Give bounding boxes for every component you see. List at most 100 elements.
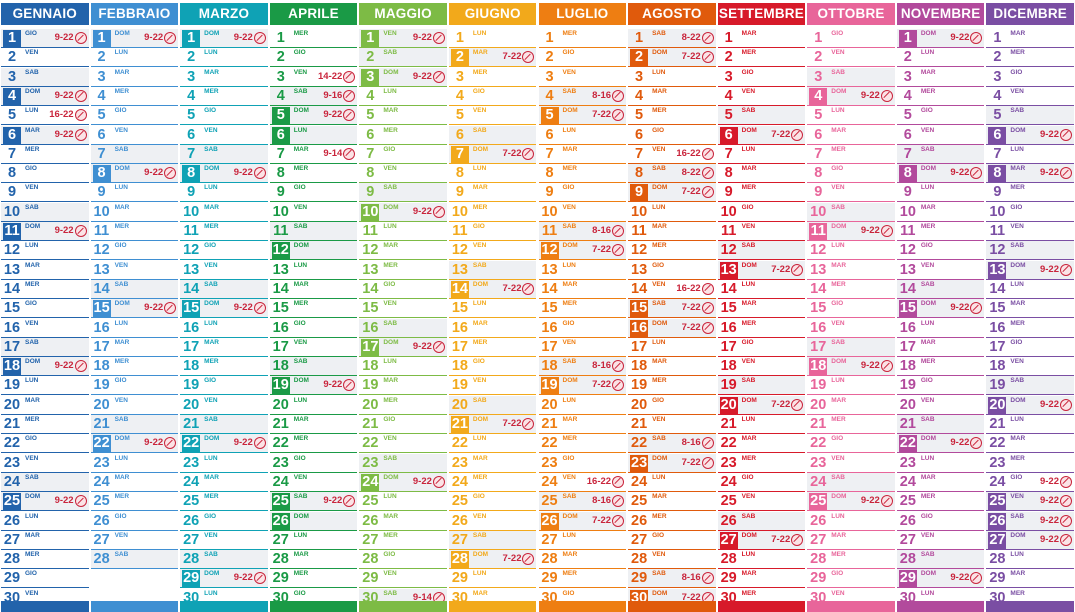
day-row: 24 LUN	[628, 473, 716, 492]
day-row: 12 DOM	[269, 241, 358, 261]
day-number: 3	[814, 68, 823, 85]
day-number: 18	[183, 358, 200, 375]
day-row: 10 VEN	[538, 203, 627, 222]
weekday-label: GIO	[383, 551, 396, 559]
month-footer-bar	[807, 601, 895, 612]
day-number: 21	[3, 416, 21, 432]
day-row: 22 DOM 9-22	[896, 434, 985, 454]
day-row: 7 DOM 7-22	[448, 144, 537, 164]
day-row: 24 VEN 16-22	[538, 473, 627, 492]
day-row: 9 MER	[986, 183, 1074, 203]
day-number: 15	[989, 300, 1006, 317]
day-number: 15	[272, 300, 289, 317]
day-number: 21	[93, 416, 110, 432]
day-row: 6 MER	[359, 126, 447, 145]
weekday-label: SAB	[1010, 242, 1025, 250]
day-number: 16	[362, 319, 379, 336]
day-row: 15 MER	[538, 299, 627, 319]
day-number: 24	[720, 473, 737, 490]
no-entry-icon	[612, 109, 625, 122]
weekday-label: MER	[204, 493, 219, 501]
day-number: 5	[814, 107, 823, 124]
weekday-label: MAR	[831, 531, 847, 539]
weekday-label: MER	[25, 416, 40, 423]
day-number: 25	[183, 493, 200, 510]
weekday-label: VEN	[831, 589, 845, 597]
opening-hours: 9-22	[233, 32, 253, 43]
day-row: 21 SAB	[180, 415, 268, 434]
day-row: 8 DOM 9-22	[180, 164, 268, 184]
weekday-label: GIO	[114, 107, 127, 115]
weekday-label: DOM	[562, 107, 578, 115]
day-row: 2 DOM 7-22	[628, 48, 716, 68]
day-number: 29	[451, 570, 468, 587]
day-number: 21	[899, 416, 916, 432]
day-row: 1 DOM 9-22	[180, 29, 268, 48]
weekday-label: DOM	[204, 30, 220, 37]
month-footer-bar	[90, 601, 179, 612]
weekday-label: DOM	[25, 87, 41, 95]
weekday-label: MAR	[652, 358, 667, 366]
weekday-label: DOM	[204, 570, 220, 578]
weekday-label: MAR	[741, 435, 757, 443]
day-row: 17 SAB	[1, 337, 89, 357]
weekday-label: DOM	[920, 165, 936, 173]
weekday-label: MAR	[831, 261, 847, 269]
weekday-label: VEN	[562, 338, 576, 346]
weekday-label: DOM	[831, 87, 847, 95]
day-row: 22 VEN	[359, 434, 447, 454]
month-title: AGOSTO	[628, 3, 716, 25]
day-row: 27 LUN	[269, 531, 358, 550]
day-row: 6 LUN	[269, 125, 358, 145]
weekday-label: LUN	[831, 377, 845, 385]
day-row: 20 LUN	[269, 396, 358, 415]
weekday-label: GIO	[204, 512, 217, 520]
day-number: 16	[451, 319, 468, 336]
weekday-label: MER	[204, 358, 219, 366]
day-number: 25	[93, 493, 110, 510]
no-entry-icon	[1059, 514, 1072, 527]
month-luglio: LUGLIO 1 MER 2 GIO 3 VEN 4 SAB 8-16 5 DOM 7-22 6 LUN 7 M…	[538, 0, 628, 612]
day-number: 23	[3, 454, 21, 471]
day-row: 13 MAR	[807, 261, 895, 280]
day-row: 21 SAB	[896, 415, 985, 434]
day-row: 1 GIO	[807, 29, 895, 48]
day-number: 5	[455, 107, 464, 124]
day-row: 13 DOM 7-22	[717, 260, 806, 280]
day-number: 11	[631, 223, 647, 239]
day-row: 12 GIO	[90, 241, 179, 261]
weekday-label: VEN	[472, 377, 487, 385]
weekday-label: MER	[652, 242, 667, 250]
day-number: 24	[451, 473, 468, 490]
day-row: 15 SAB 7-22	[628, 299, 716, 319]
weekday-label: MER	[383, 126, 398, 134]
day-number: 27	[899, 531, 916, 548]
opening-hours: 7-22	[502, 418, 522, 429]
no-entry-icon	[701, 147, 714, 160]
day-number: 20	[719, 396, 738, 414]
weekday-label: LUN	[472, 30, 487, 37]
day-row: 27 VEN	[896, 531, 985, 550]
weekday-label: LUN	[920, 454, 935, 462]
day-number: 7	[545, 145, 554, 162]
day-number: 7	[187, 145, 196, 162]
weekday-label: MER	[741, 184, 757, 192]
weekday-label: GIO	[204, 377, 217, 385]
opening-hours: 9-22	[144, 32, 164, 43]
weekday-label: LUN	[920, 319, 935, 327]
weekday-label: GIO	[114, 377, 127, 385]
weekday-label: VEN	[472, 107, 487, 115]
no-entry-icon	[612, 495, 625, 508]
day-number: 22	[720, 435, 737, 452]
day-number: 19	[720, 377, 737, 394]
weekday-label: GIO	[25, 165, 37, 173]
no-entry-icon	[612, 360, 625, 373]
no-entry-icon	[253, 572, 266, 585]
opening-hours: 9-22	[54, 128, 74, 140]
day-row: 17 MAR	[896, 338, 985, 357]
no-entry-icon	[970, 167, 983, 180]
day-row: 26 LUN	[1, 512, 89, 531]
weekday-label: SAB	[652, 300, 666, 308]
day-number: 18	[3, 358, 21, 376]
day-row: 23 DOM 7-22	[628, 453, 716, 473]
